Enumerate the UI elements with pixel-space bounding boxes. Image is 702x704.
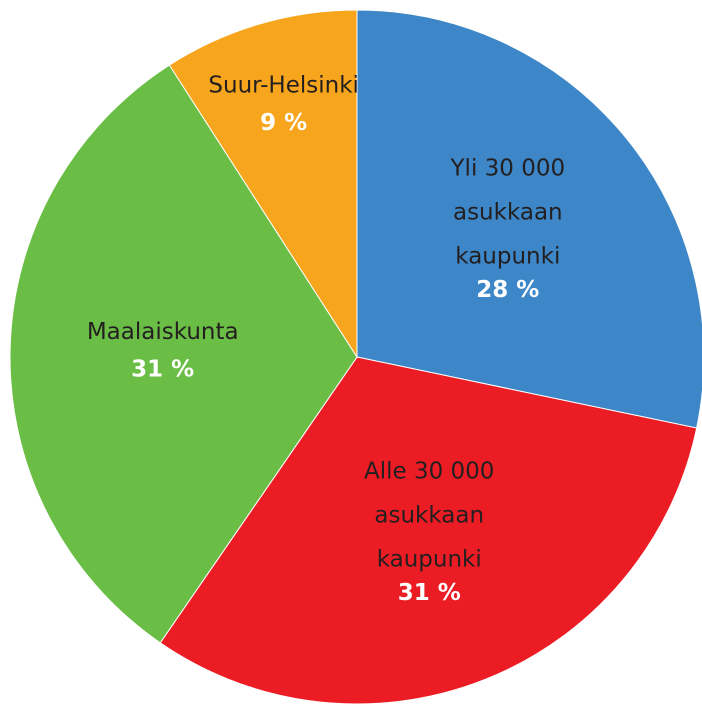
slice-value: 31 % <box>398 580 461 606</box>
slice-label: Alle 30 000 asukkaan kaupunki <box>364 458 494 572</box>
slice-value: 9 % <box>260 110 307 136</box>
slice-label: Yli 30 000 asukkaan kaupunki <box>450 155 566 269</box>
pie-slice <box>159 356 698 704</box>
pie-slice <box>9 64 358 644</box>
slice-value: 31 % <box>131 356 194 382</box>
pie-slice <box>356 9 702 429</box>
slice-value: 28 % <box>476 277 539 303</box>
slice-label: Suur-Helsinki <box>208 72 359 98</box>
pie-slice <box>168 9 358 359</box>
slice-label: Maalaiskunta <box>87 318 239 344</box>
